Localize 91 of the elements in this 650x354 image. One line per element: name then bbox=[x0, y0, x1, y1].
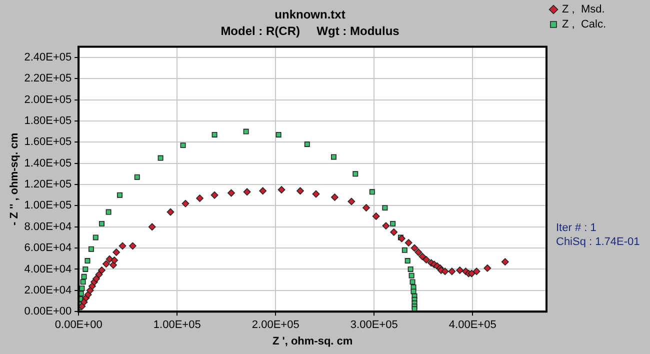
x-tick-label: 2.00E+05 bbox=[252, 319, 300, 332]
point bbox=[259, 187, 267, 195]
point bbox=[331, 194, 338, 201]
x-tick-label: 4.00E+05 bbox=[448, 319, 496, 332]
point bbox=[330, 154, 336, 160]
point bbox=[180, 142, 186, 148]
y-tick-label: 2.00E+05 bbox=[24, 94, 72, 106]
point bbox=[408, 266, 414, 272]
point bbox=[352, 171, 358, 177]
point bbox=[134, 174, 140, 180]
y-tick-label: 4.00E+04 bbox=[24, 263, 72, 276]
point bbox=[196, 194, 204, 202]
point bbox=[312, 190, 320, 198]
point bbox=[88, 246, 94, 252]
point bbox=[148, 223, 156, 231]
point bbox=[362, 204, 370, 212]
point bbox=[404, 239, 412, 246]
y-tick-label: 2.00E+04 bbox=[24, 284, 72, 296]
point bbox=[166, 208, 174, 216]
point bbox=[408, 272, 414, 278]
point bbox=[80, 279, 86, 285]
point bbox=[348, 198, 356, 206]
y-axis-title: - Z '' , ohm-sq. cm bbox=[8, 132, 21, 226]
legend-label: Z , Calc. bbox=[562, 18, 606, 31]
point bbox=[484, 264, 492, 272]
point bbox=[84, 258, 90, 264]
x-tick-label: 1.00E+05 bbox=[153, 319, 201, 332]
point bbox=[382, 222, 390, 230]
point bbox=[79, 286, 85, 292]
x-tick-label: 3.00E+05 bbox=[350, 319, 398, 332]
point bbox=[278, 186, 286, 194]
point bbox=[414, 248, 422, 256]
point bbox=[390, 228, 398, 236]
point bbox=[369, 189, 375, 195]
point bbox=[92, 234, 98, 240]
point bbox=[390, 220, 396, 226]
point bbox=[410, 279, 416, 285]
y-tick-label: 6.00E+04 bbox=[24, 242, 72, 254]
y-tick-label: 1.20E+05 bbox=[24, 178, 72, 191]
point bbox=[243, 188, 251, 196]
point bbox=[99, 220, 104, 226]
point bbox=[118, 242, 126, 250]
x-axis-title: Z ', ohm-sq. cm bbox=[272, 335, 353, 348]
y-tick-label: 1.60E+05 bbox=[24, 136, 72, 148]
point bbox=[448, 268, 456, 276]
point bbox=[372, 212, 380, 220]
chart-title: unknown.txt bbox=[274, 8, 346, 22]
point bbox=[102, 260, 110, 268]
point bbox=[441, 268, 449, 276]
point bbox=[110, 256, 118, 264]
point bbox=[95, 270, 103, 278]
y-tick-label: 0.00E+00 bbox=[24, 306, 72, 318]
point bbox=[501, 258, 509, 266]
point bbox=[456, 266, 464, 274]
y-tick-label: 1.40E+05 bbox=[24, 157, 72, 170]
y-tick-label: 1.80E+05 bbox=[24, 114, 72, 127]
point bbox=[117, 192, 123, 198]
point bbox=[472, 268, 480, 276]
point bbox=[106, 209, 112, 215]
y-tick-label: 2.40E+05 bbox=[24, 51, 72, 64]
point bbox=[228, 189, 235, 197]
y-tick-label: 1.00E+05 bbox=[24, 200, 72, 212]
chart-subtitle: Model : R(CR) Wgt : Modulus bbox=[220, 24, 400, 38]
point bbox=[82, 266, 88, 272]
point bbox=[92, 275, 100, 282]
point bbox=[210, 191, 218, 199]
y-tick-label: 8.00E+04 bbox=[24, 220, 72, 233]
point bbox=[182, 200, 190, 208]
point bbox=[81, 274, 87, 280]
point bbox=[158, 155, 164, 161]
point bbox=[410, 244, 418, 252]
point bbox=[382, 205, 388, 211]
point bbox=[304, 142, 310, 147]
legend-label: Z , Msd. bbox=[562, 4, 605, 16]
point bbox=[98, 266, 106, 274]
point bbox=[112, 248, 120, 256]
point bbox=[422, 256, 430, 264]
point bbox=[418, 252, 426, 260]
point bbox=[296, 187, 304, 195]
point bbox=[276, 132, 282, 138]
point bbox=[128, 242, 136, 250]
point bbox=[468, 270, 476, 278]
point bbox=[78, 302, 86, 310]
x-tick-label: 0.00E+00 bbox=[54, 319, 102, 332]
text: ChiSq : 1.74E-01 bbox=[556, 235, 640, 249]
point bbox=[402, 247, 408, 253]
point bbox=[404, 258, 410, 264]
text: Iter # : 1 bbox=[556, 221, 598, 235]
point bbox=[212, 132, 218, 138]
point bbox=[243, 128, 249, 134]
y-tick-label: 2.20E+05 bbox=[24, 72, 72, 85]
